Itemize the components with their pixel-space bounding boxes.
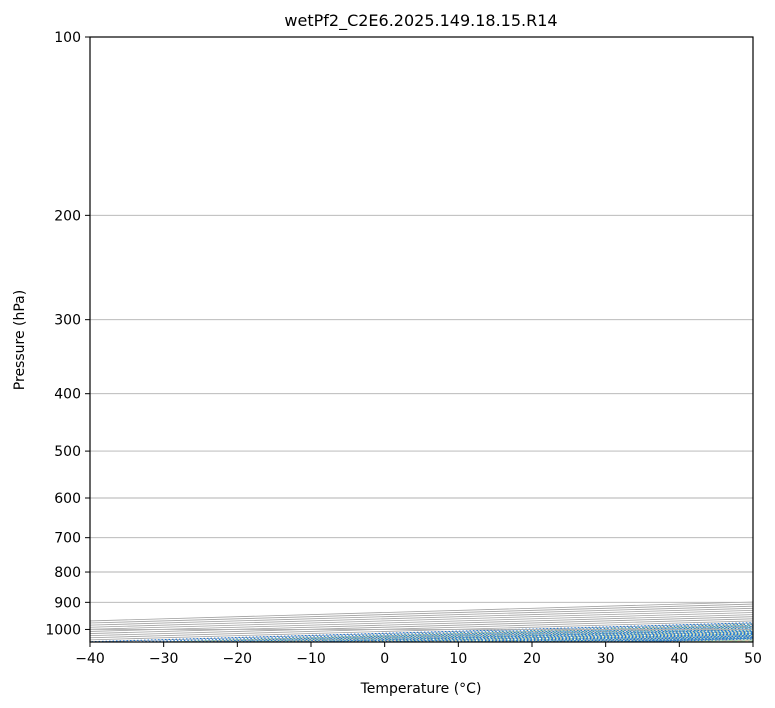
dry-adiabat — [694, 640, 753, 642]
moist-adiabat — [531, 634, 753, 642]
mixing-ratio-line — [447, 633, 753, 642]
moist-adiabat — [237, 625, 753, 642]
y-tick-label: 400 — [54, 387, 81, 403]
isotherm-line — [90, 609, 753, 630]
dry-adiabat — [320, 628, 753, 642]
x-tick-label: −10 — [296, 651, 326, 667]
y-tick-label: 900 — [54, 595, 81, 611]
isotherm-line — [295, 628, 753, 642]
x-tick-label: 10 — [449, 651, 467, 667]
y-tick-label: 1000 — [45, 622, 81, 638]
chart-title: wetPf2_C2E6.2025.149.18.15.R14 — [284, 11, 557, 31]
dry-adiabat — [171, 624, 753, 642]
mixing-ratio-line — [416, 632, 753, 642]
y-axis-label: Pressure (hPa) — [12, 290, 28, 390]
isotherm-line — [737, 641, 753, 642]
x-tick-label: 0 — [380, 651, 389, 667]
dry-adiabat — [708, 27, 775, 645]
moist-adiabat — [568, 636, 753, 642]
isotherm-line — [90, 618, 753, 639]
x-tick-label: −20 — [223, 651, 253, 667]
isotherm-line — [90, 622, 753, 642]
isotherm-line — [148, 624, 753, 642]
y-tick-label: 300 — [54, 313, 81, 329]
y-tick-label: 500 — [54, 444, 81, 460]
moist-adiabat — [458, 632, 753, 642]
moist-adiabat — [716, 640, 753, 642]
x-tick-label: 40 — [670, 651, 688, 667]
y-tick-label: 600 — [54, 491, 81, 507]
dry-adiabat — [245, 626, 753, 642]
isotherm-line — [90, 605, 753, 626]
isotherm-line — [90, 603, 753, 624]
x-tick-label: 50 — [744, 651, 762, 667]
axes: −40 −30 −20 −10 0 10 20 30 40 50 100 200 300 400 500 60… — [45, 30, 762, 667]
isotherm-line — [369, 631, 753, 642]
x-tick-label: −30 — [149, 651, 179, 667]
moist-adiabat — [310, 628, 753, 642]
isotherm-line — [90, 620, 753, 641]
plot-frame — [89, 36, 754, 643]
isotherm-line — [90, 601, 753, 622]
moist-adiabat — [200, 624, 753, 642]
moist-adiabat — [679, 639, 753, 642]
dry-adiabat — [395, 631, 753, 642]
moist-adiabat — [163, 623, 753, 642]
isotherm-line — [516, 635, 753, 642]
isotherm-line — [663, 639, 753, 642]
dry-adiabat — [544, 635, 753, 642]
isotherm-line — [90, 616, 753, 637]
moist-adiabat — [347, 629, 753, 642]
x-tick-label: −40 — [75, 651, 105, 667]
moist-adiabat — [495, 633, 753, 642]
isotherm-line — [741, 24, 775, 645]
moist-adiabat — [605, 637, 753, 642]
isotherm-line — [221, 626, 753, 642]
isotherm-line — [90, 614, 753, 634]
isotherm-line — [442, 633, 753, 642]
y-tick-label: 100 — [54, 30, 81, 46]
dry-adiabat — [619, 637, 753, 642]
x-axis-label: Temperature (°C) — [360, 681, 482, 697]
moist-adiabat — [274, 627, 753, 642]
moist-adiabat — [642, 638, 753, 642]
y-tick-label: 700 — [54, 531, 81, 547]
mixing-ratio-line — [579, 636, 753, 642]
isotherm-line — [90, 612, 753, 632]
y-tick-label: 800 — [54, 565, 81, 581]
moist-adiabat — [421, 631, 753, 642]
y-tick-label: 200 — [54, 208, 81, 224]
isotherm-line — [590, 637, 753, 642]
dry-adiabat — [470, 633, 753, 642]
moist-adiabat — [384, 630, 753, 642]
plot-area: -100-90-80-70-60-50-40-30-20-10010203040… — [90, 24, 775, 645]
isotherm-line — [90, 607, 753, 628]
x-tick-label: 30 — [597, 651, 615, 667]
x-tick-label: 20 — [523, 651, 541, 667]
